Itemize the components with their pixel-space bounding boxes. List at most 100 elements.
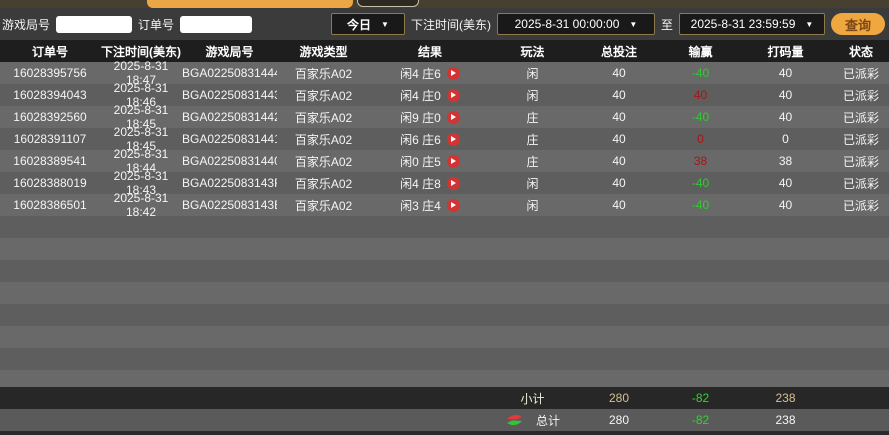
game-type-cell: 百家乐A02 bbox=[294, 66, 353, 81]
subtotal-total-bet: 280 bbox=[608, 391, 630, 405]
query-button[interactable]: 查询 bbox=[830, 13, 885, 35]
col-status: 状态 bbox=[848, 44, 873, 59]
game-round-label: 游戏局号 bbox=[2, 17, 51, 32]
col-order-no: 订单号 bbox=[31, 44, 68, 59]
play-cell-type: 庄 bbox=[526, 154, 539, 169]
col-round-no: 游戏局号 bbox=[205, 44, 254, 59]
bet-time-cell: 2025-8-31 18:43 bbox=[113, 169, 169, 197]
game-type-cell: 百家乐A02 bbox=[294, 198, 353, 213]
order-no-cell: 16028389541 bbox=[13, 154, 87, 168]
game-round-input[interactable] bbox=[56, 15, 133, 33]
game-type-cell: 百家乐A02 bbox=[294, 176, 353, 191]
chevron-down-icon: ▼ bbox=[381, 19, 389, 29]
game-type-cell: 百家乐A02 bbox=[294, 88, 353, 103]
bet-time-cell: 2025-8-31 18:47 bbox=[113, 59, 169, 87]
play-cell-type: 闲 bbox=[526, 198, 539, 213]
result-text: 闲0 庄5 bbox=[400, 154, 441, 169]
total-bet-cell: 40 bbox=[612, 176, 626, 190]
bet-time-cell: 2025-8-31 18:42 bbox=[113, 191, 169, 219]
play-cell-type: 闲 bbox=[526, 66, 539, 81]
game-type-cell: 百家乐A02 bbox=[294, 132, 353, 147]
subtotal-win-loss: -82 bbox=[691, 391, 710, 405]
subtotal-row: 小计 280 -82 238 bbox=[0, 387, 889, 409]
replay-play-icon[interactable] bbox=[446, 110, 460, 124]
status-badge: 已派彩 bbox=[842, 198, 879, 213]
order-no-label: 订单号 bbox=[138, 17, 175, 32]
result-text: 闲4 庄6 bbox=[400, 66, 441, 81]
end-time-value: 2025-8-31 23:59:59 bbox=[690, 17, 796, 31]
round-no-cell: BGA02250831442 bbox=[182, 110, 277, 124]
bet-time-cell: 2025-8-31 18:44 bbox=[113, 147, 169, 175]
total-bet-cell: 40 bbox=[612, 66, 626, 80]
table-row: 16028391107 2025-8-31 18:45 BGA022508314… bbox=[0, 125, 889, 153]
win-loss-cell: 0 bbox=[697, 132, 704, 146]
bet-time-label: 下注时间(美东) bbox=[410, 17, 491, 32]
swap-arrows-icon[interactable] bbox=[505, 413, 524, 427]
grand-total-win-loss: -82 bbox=[691, 413, 710, 427]
valid-bet-cell: 40 bbox=[778, 110, 793, 124]
round-no-cell: BGA0225083143E bbox=[182, 198, 277, 212]
valid-bet-cell: 40 bbox=[778, 198, 793, 212]
win-loss-cell: -40 bbox=[691, 110, 710, 124]
active-tab-bottom[interactable] bbox=[147, 0, 353, 8]
game-type-cell: 百家乐A02 bbox=[294, 110, 353, 125]
end-time-select[interactable]: 2025-8-31 23:59:59 ▼ bbox=[678, 13, 825, 35]
replay-play-icon[interactable] bbox=[446, 154, 460, 168]
to-label: 至 bbox=[660, 17, 673, 32]
col-bet-time: 下注时间(美东) bbox=[101, 44, 181, 59]
bet-time-cell: 2025-8-31 18:45 bbox=[113, 103, 169, 131]
replay-play-icon[interactable] bbox=[446, 88, 460, 102]
grand-total-valid-bet: 238 bbox=[775, 413, 796, 427]
total-bet-cell: 40 bbox=[612, 88, 626, 102]
chevron-down-icon: ▼ bbox=[805, 19, 814, 29]
grand-total-label-cell: 总计 bbox=[490, 412, 575, 429]
round-no-cell: BGA0225083143F bbox=[182, 176, 277, 190]
status-badge: 已派彩 bbox=[842, 66, 879, 81]
table-body: 16028395756 2025-8-31 18:47 BGA022508314… bbox=[0, 59, 889, 219]
col-result: 结果 bbox=[417, 44, 442, 59]
outlined-tab-bottom[interactable] bbox=[357, 0, 419, 7]
result-text: 闲6 庄6 bbox=[400, 132, 441, 147]
valid-bet-cell: 0 bbox=[782, 132, 789, 146]
replay-play-icon[interactable] bbox=[446, 198, 460, 212]
result-cell: 闲4 庄6 bbox=[370, 65, 490, 82]
order-no-cell: 16028391107 bbox=[13, 132, 87, 146]
win-loss-cell: -40 bbox=[691, 176, 710, 190]
status-badge: 已派彩 bbox=[842, 154, 879, 169]
valid-bet-cell: 40 bbox=[778, 88, 793, 102]
replay-play-icon[interactable] bbox=[446, 176, 460, 190]
table-row: 16028388019 2025-8-31 18:43 BGA022508314… bbox=[0, 169, 889, 197]
total-bet-cell: 40 bbox=[612, 154, 626, 168]
table-row: 16028389541 2025-8-31 18:44 BGA022508314… bbox=[0, 147, 889, 175]
chevron-down-icon: ▼ bbox=[629, 19, 638, 29]
play-cell-type: 闲 bbox=[526, 88, 539, 103]
order-no-cell: 16028388019 bbox=[13, 176, 87, 190]
table-row: 16028386501 2025-8-31 18:42 BGA022508314… bbox=[0, 191, 889, 219]
status-badge: 已派彩 bbox=[842, 88, 879, 103]
replay-play-icon[interactable] bbox=[446, 132, 460, 146]
status-badge: 已派彩 bbox=[842, 132, 879, 147]
total-bet-cell: 40 bbox=[612, 198, 626, 212]
col-total-bet: 总投注 bbox=[600, 44, 637, 59]
grand-total-total-bet: 280 bbox=[608, 413, 630, 427]
start-time-select[interactable]: 2025-8-31 00:00:00 ▼ bbox=[496, 13, 655, 35]
bet-time-cell: 2025-8-31 18:45 bbox=[113, 125, 169, 153]
start-time-value: 2025-8-31 00:00:00 bbox=[514, 17, 620, 31]
result-cell: 闲0 庄5 bbox=[370, 153, 490, 170]
play-cell-type: 庄 bbox=[526, 110, 539, 125]
round-no-cell: BGA02250831440 bbox=[182, 154, 277, 168]
result-text: 闲9 庄0 bbox=[400, 110, 441, 125]
table-row: 16028392560 2025-8-31 18:45 BGA022508314… bbox=[0, 103, 889, 131]
total-bet-cell: 40 bbox=[612, 132, 626, 146]
valid-bet-cell: 40 bbox=[778, 66, 793, 80]
order-no-input[interactable] bbox=[180, 15, 253, 33]
grand-total-row: 总计 280 -82 238 bbox=[0, 409, 889, 431]
date-range-value: 今日 bbox=[347, 17, 372, 32]
replay-play-icon[interactable] bbox=[446, 66, 460, 80]
game-type-cell: 百家乐A02 bbox=[294, 154, 353, 169]
date-range-select[interactable]: 今日 ▼ bbox=[330, 13, 405, 35]
filter-toolbar: 游戏局号 订单号 今日 ▼ 下注时间(美东) 2025-8-31 00:00:0… bbox=[0, 8, 889, 40]
result-cell: 闲9 庄0 bbox=[370, 109, 490, 126]
result-text: 闲3 庄4 bbox=[400, 198, 441, 213]
